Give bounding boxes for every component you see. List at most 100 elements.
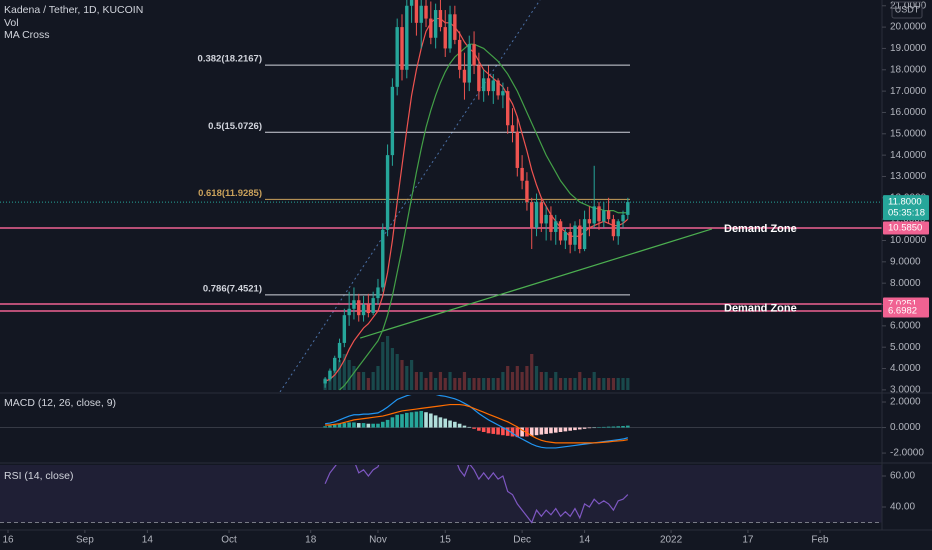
macd-bar	[592, 427, 596, 429]
volume-bar	[558, 378, 563, 390]
y-tick-label: 5.0000	[890, 342, 921, 353]
candle-body	[520, 167, 524, 181]
y-tick-label: 13.0000	[890, 171, 927, 182]
volume-bar	[390, 348, 394, 390]
y-tick-label: 19.0000	[890, 43, 927, 54]
volume-bar	[333, 366, 337, 390]
macd-bar	[587, 427, 592, 429]
candle-body	[453, 14, 457, 40]
macd-bar	[611, 426, 616, 428]
volume-bar	[482, 378, 486, 390]
macd-bar	[573, 427, 577, 431]
volume-bar	[520, 372, 524, 390]
volume-bar	[621, 378, 625, 390]
candle-body	[587, 219, 592, 224]
volume-bar	[429, 372, 433, 390]
candle-body	[626, 202, 630, 215]
macd-bar	[419, 410, 424, 428]
macd-bar	[356, 423, 361, 428]
macd-bar	[352, 422, 356, 428]
candle-body	[491, 80, 495, 92]
x-tick-label: 15	[440, 535, 452, 546]
macd-bar	[380, 421, 385, 428]
candle-body	[539, 202, 544, 224]
macd-bar	[385, 419, 390, 428]
volume-bar	[534, 366, 539, 390]
price-tag	[883, 304, 929, 318]
y-tick-label: 3.0000	[890, 385, 921, 396]
candle-body	[621, 214, 625, 222]
volume-bar	[530, 354, 534, 390]
y-tick-label: 17.0000	[890, 86, 927, 97]
candle-body	[429, 18, 433, 38]
macd-bar	[400, 414, 404, 428]
volume-bar	[371, 372, 375, 390]
indicator-label: Vol	[4, 17, 19, 29]
volume-bar	[410, 360, 414, 390]
macd-bar	[342, 423, 347, 428]
macd-bar	[597, 427, 601, 428]
candle-body	[501, 91, 505, 96]
candle-body	[472, 44, 476, 66]
candle-body	[486, 78, 491, 92]
macd-bar	[501, 427, 505, 436]
macd-bar	[390, 417, 395, 428]
currency-label[interactable]: USDT	[895, 4, 920, 14]
macd-bar	[361, 423, 366, 428]
fib-label: 0.618(11.9285)	[198, 188, 262, 199]
macd-bar	[457, 423, 462, 428]
x-tick-label: 14	[579, 535, 591, 546]
countdown-label: 05:35:18	[888, 208, 925, 219]
price-tag-label: 7.0251	[888, 298, 917, 309]
candle-body	[582, 219, 587, 250]
macd-bar	[438, 417, 443, 428]
macd-bar	[332, 424, 337, 428]
candle-body	[376, 287, 380, 299]
macd-bar	[453, 421, 457, 428]
y-tick-label: 40.00	[890, 502, 915, 513]
volume-bar	[544, 372, 548, 390]
candle-body	[467, 44, 471, 83]
volume-bar	[510, 372, 515, 390]
macd-title: MACD (12, 26, close, 9)	[4, 397, 116, 409]
y-tick-label: 4.0000	[890, 363, 921, 374]
candle-body	[366, 304, 371, 314]
macd-bar	[433, 415, 438, 428]
candle-body	[419, 5, 423, 23]
candle-body	[510, 125, 515, 132]
volume-bar	[578, 372, 582, 390]
macd-bar	[529, 427, 534, 436]
x-tick-label: Nov	[369, 535, 387, 546]
volume-bar	[587, 378, 591, 390]
macd-bar	[621, 426, 625, 428]
price-tag-label: 6.6982	[888, 305, 917, 316]
macd-bar	[376, 423, 380, 428]
currency-box[interactable]	[891, 1, 923, 19]
volume-bar	[501, 372, 505, 390]
candle-body	[611, 219, 616, 237]
volume-bar	[376, 366, 380, 390]
macd-bar	[405, 412, 409, 428]
volume-bar	[477, 378, 481, 390]
macd-bar	[534, 427, 539, 436]
x-tick-label: 18	[305, 535, 317, 546]
macd-bar	[549, 427, 553, 434]
trendline	[360, 228, 713, 339]
macd-bar	[515, 427, 520, 438]
volume-bar	[424, 378, 428, 390]
y-tick-label: -2.0000	[890, 448, 924, 459]
y-tick-label: 16.0000	[890, 107, 927, 118]
volume-bar	[607, 378, 611, 390]
candle-body	[549, 214, 553, 232]
macd-bar	[395, 414, 399, 428]
macd-bar	[424, 412, 428, 428]
macd-bar	[323, 426, 327, 428]
price-pane	[0, 0, 882, 392]
candle-body	[371, 298, 375, 314]
candle-body	[568, 231, 572, 245]
macd-bar	[366, 423, 371, 428]
volume-bar	[419, 372, 423, 390]
macd-bar	[496, 427, 500, 435]
